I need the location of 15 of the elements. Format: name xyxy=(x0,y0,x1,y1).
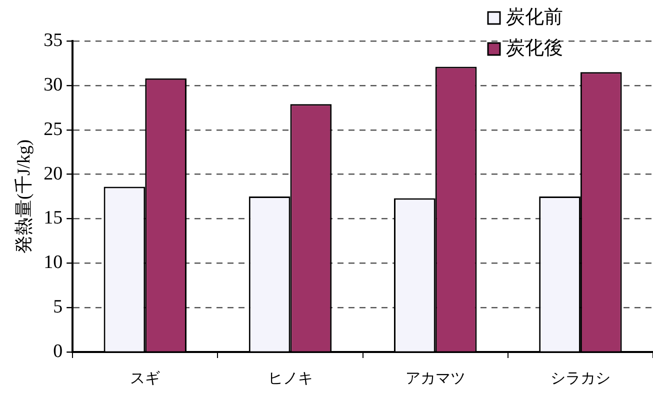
y-axis-title: 発熱量(千J/kg) xyxy=(14,140,34,254)
y-tick-label: 5 xyxy=(53,296,63,318)
y-tick-label: 20 xyxy=(44,163,63,184)
x-tick-label: アカマツ xyxy=(405,370,466,387)
x-tick-label: スギ xyxy=(130,370,160,387)
y-tick-label: 0 xyxy=(53,340,63,362)
y-tick-label: 10 xyxy=(44,252,63,274)
legend-label: 炭化後 xyxy=(506,38,563,59)
legend-label: 炭化前 xyxy=(506,6,563,28)
y-tick-label: 25 xyxy=(44,118,63,140)
y-tick-label: 15 xyxy=(44,208,63,229)
x-tick-label: シラカシ xyxy=(550,370,610,387)
y-tick-label: 35 xyxy=(44,30,63,51)
y-tick-label: 30 xyxy=(44,74,63,96)
x-tick-label: ヒノキ xyxy=(268,370,313,387)
